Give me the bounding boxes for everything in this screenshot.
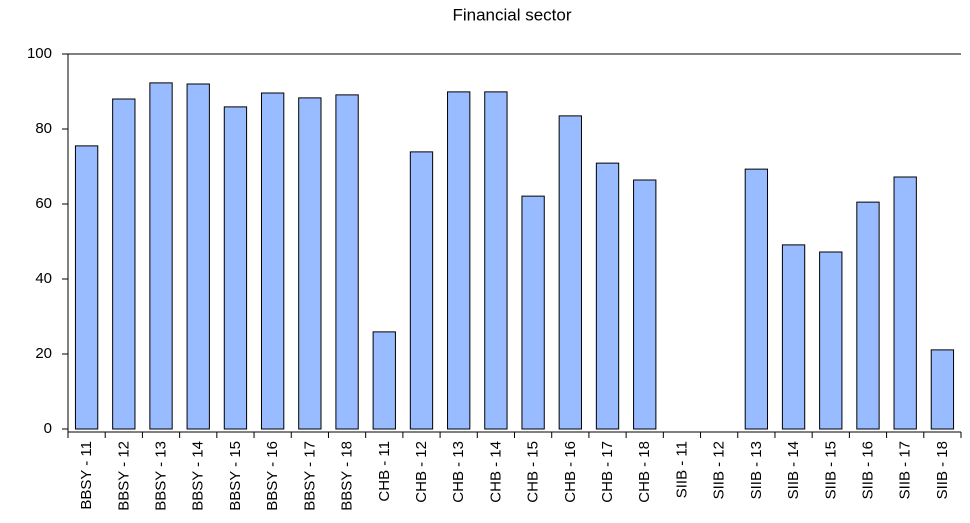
bar: [223, 106, 248, 430]
x-tick-label: CHB - 11: [376, 441, 393, 502]
y-tick-label: 100: [27, 45, 52, 62]
bar: [335, 94, 359, 430]
x-tick-label: SIIB - 15: [822, 441, 839, 499]
bar: [484, 91, 508, 430]
y-tick-label: 40: [35, 270, 52, 287]
bar: [409, 151, 434, 430]
bar: [521, 195, 545, 430]
bar: [112, 98, 136, 430]
bar: [930, 349, 955, 430]
y-tick-label: 20: [35, 345, 52, 362]
x-tick-label: SIIB - 16: [859, 441, 876, 499]
x-tick-label: CHB - 17: [599, 441, 616, 503]
bar: [149, 82, 173, 430]
chart-title: Financial sector: [452, 5, 571, 24]
bar: [856, 201, 880, 430]
x-tick-label: CHB - 13: [450, 441, 467, 503]
x-tick-label: SIIB - 12: [711, 441, 728, 499]
x-tick-label: BBSY - 16: [264, 441, 281, 511]
x-tick-label: SIIB - 17: [897, 441, 914, 499]
bar: [819, 251, 843, 430]
x-tick-label: CHB - 15: [525, 441, 542, 503]
x-tick-label: BBSY - 12: [115, 441, 132, 511]
x-tick-label: BBSY - 18: [339, 441, 356, 511]
bar: [595, 162, 620, 430]
bar: [633, 179, 657, 430]
bar: [372, 331, 396, 430]
x-tick-label: BBSY - 11: [78, 441, 95, 510]
x-tick-label: BBSY - 15: [227, 441, 244, 511]
x-tick-label: CHB - 12: [413, 441, 430, 503]
bar: [744, 168, 769, 430]
x-tick-label: CHB - 18: [636, 441, 653, 503]
y-tick-label: 60: [35, 195, 52, 212]
bar: [74, 145, 99, 430]
x-tick-label: SIIB - 13: [748, 441, 765, 499]
bar: [298, 97, 322, 430]
bar: [447, 91, 471, 430]
x-tick-label: BBSY - 17: [301, 441, 318, 511]
bar: [186, 83, 210, 430]
bar: [893, 176, 917, 430]
y-tick-label: 0: [44, 420, 52, 437]
x-tick-label: SIIB - 11: [673, 441, 690, 498]
bar: [558, 115, 582, 430]
x-tick-label: SIIB - 14: [785, 441, 802, 499]
bar: [260, 92, 285, 430]
x-tick-label: CHB - 14: [487, 441, 504, 503]
x-tick-label: BBSY - 14: [190, 441, 207, 511]
x-tick-label: SIIB - 18: [934, 441, 951, 499]
y-tick-label: 80: [35, 120, 52, 137]
x-tick-label: BBSY - 13: [153, 441, 170, 511]
bar: [781, 244, 806, 430]
x-tick-label: CHB - 16: [562, 441, 579, 503]
